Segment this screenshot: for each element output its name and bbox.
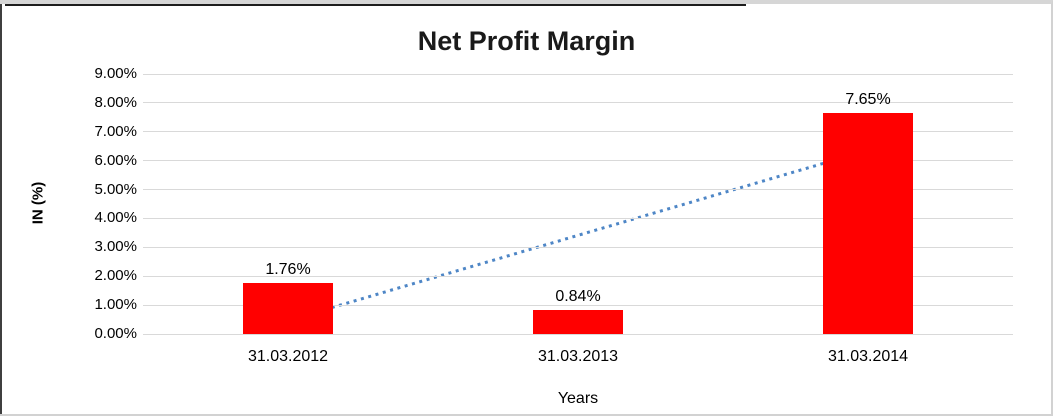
frame-left-border [0,4,2,414]
bar-31.03.2014 [823,113,913,334]
value-label: 1.76% [265,261,311,279]
y-tick-label: 6.00% [94,151,137,169]
x-tick-label: 31.03.2013 [537,348,619,365]
trendline [287,148,869,322]
grid-line [143,275,1013,277]
y-tick-label: 4.00% [94,209,137,227]
grid-line [143,217,1013,219]
y-tick-label: 3.00% [94,238,137,256]
y-axis-title: IN (%) [29,181,47,225]
grid-line [143,333,1013,335]
y-tick-label: 1.00% [94,296,137,314]
frame-top-border [5,4,746,6]
plot-area [143,73,1013,335]
y-tick-label: 2.00% [94,267,137,285]
bar-31.03.2013 [533,309,623,334]
y-tick-label: 7.00% [94,122,137,140]
y-tick-label: 9.00% [94,65,137,82]
x-axis-title: Years [557,390,599,407]
x-tick-label: 31.03.2012 [247,348,329,365]
chart-title: Net Profit Margin [417,26,636,56]
grid-line [143,246,1013,248]
y-tick-label: 8.00% [94,93,137,111]
grid-line [143,102,1013,104]
value-label: 0.84% [555,287,601,305]
y-tick-label: 0.00% [94,325,137,342]
bar-31.03.2012 [243,283,333,334]
value-label: 7.65% [845,91,891,108]
grid-line [143,189,1013,191]
trendline-segment [287,148,869,322]
x-tick-label: 31.03.2014 [827,348,909,365]
grid-line [143,304,1013,306]
grid-line [143,160,1013,162]
grid-line [143,131,1013,133]
y-tick-label: 5.00% [94,180,137,198]
grid-line [143,73,1013,75]
